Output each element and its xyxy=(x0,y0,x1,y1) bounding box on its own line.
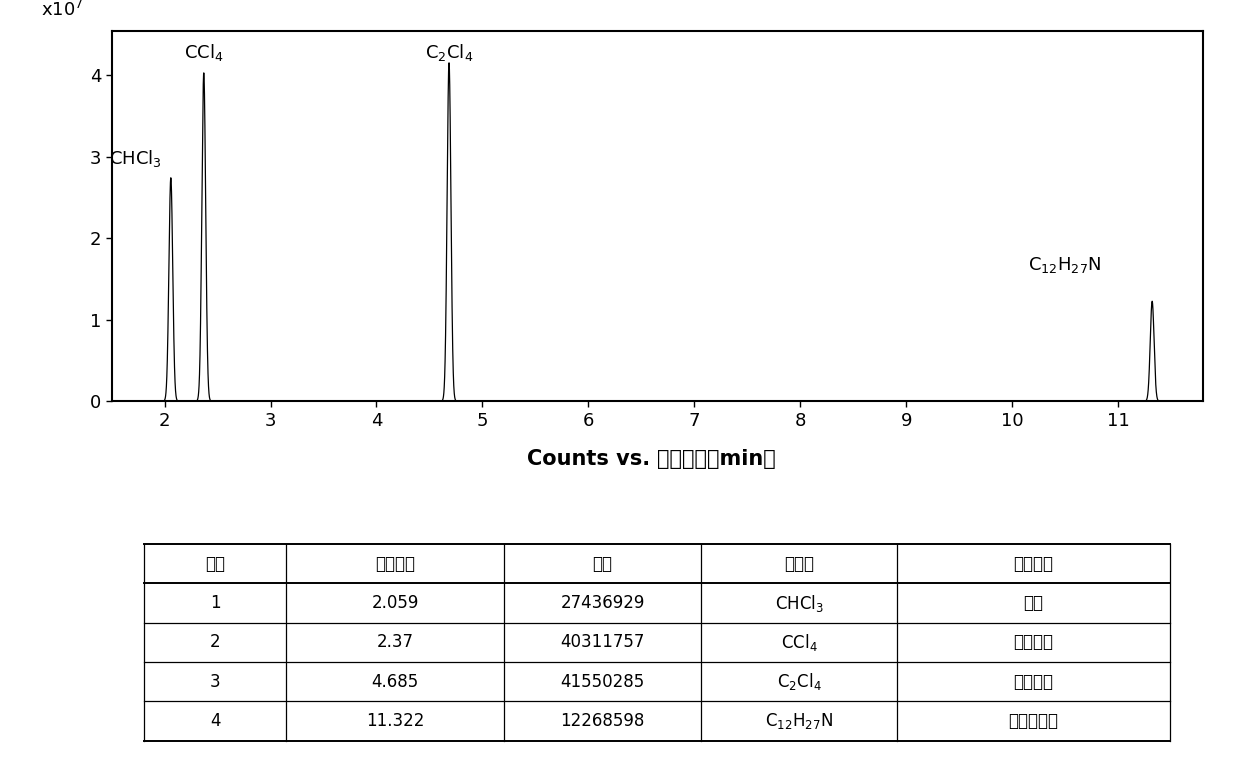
Text: 四氯化碳: 四氯化碳 xyxy=(1013,633,1054,651)
Text: 物质名称: 物质名称 xyxy=(1013,555,1054,573)
Text: 12268598: 12268598 xyxy=(560,712,645,730)
Text: 40311757: 40311757 xyxy=(560,633,645,651)
Text: 分子式: 分子式 xyxy=(784,555,813,573)
Text: 氯仿: 氯仿 xyxy=(1024,594,1044,612)
Text: 2: 2 xyxy=(210,633,221,651)
Text: C$_{12}$H$_{27}$N: C$_{12}$H$_{27}$N xyxy=(1028,255,1101,275)
Text: CCl$_4$: CCl$_4$ xyxy=(781,632,817,653)
Text: Counts vs.: Counts vs. xyxy=(527,450,657,470)
Text: 4.685: 4.685 xyxy=(372,673,419,691)
Text: 2.059: 2.059 xyxy=(372,594,419,612)
Text: 保留时间: 保留时间 xyxy=(376,555,415,573)
Text: 三正丁基铵: 三正丁基铵 xyxy=(1008,712,1059,730)
Text: C$_2$Cl$_4$: C$_2$Cl$_4$ xyxy=(776,671,821,692)
Text: CHCl$_3$: CHCl$_3$ xyxy=(775,593,823,614)
Text: 2.37: 2.37 xyxy=(377,633,414,651)
Text: 11.322: 11.322 xyxy=(366,712,424,730)
Text: C$_2$Cl$_4$: C$_2$Cl$_4$ xyxy=(425,42,474,64)
Text: CHCl$_3$: CHCl$_3$ xyxy=(109,148,161,169)
Text: 27436929: 27436929 xyxy=(560,594,645,612)
Text: x10$^7$: x10$^7$ xyxy=(41,0,83,19)
Text: 3: 3 xyxy=(210,673,221,691)
Text: 41550285: 41550285 xyxy=(560,673,645,691)
Text: 采集时间（min）: 采集时间（min） xyxy=(657,450,776,470)
Text: 峰号: 峰号 xyxy=(206,555,226,573)
Text: 峰高: 峰高 xyxy=(593,555,613,573)
Text: CCl$_4$: CCl$_4$ xyxy=(184,42,223,64)
Text: 1: 1 xyxy=(210,594,221,612)
Text: 四氯乙烯: 四氯乙烯 xyxy=(1013,673,1054,691)
Text: C$_{12}$H$_{27}$N: C$_{12}$H$_{27}$N xyxy=(765,711,833,731)
Text: 4: 4 xyxy=(210,712,221,730)
